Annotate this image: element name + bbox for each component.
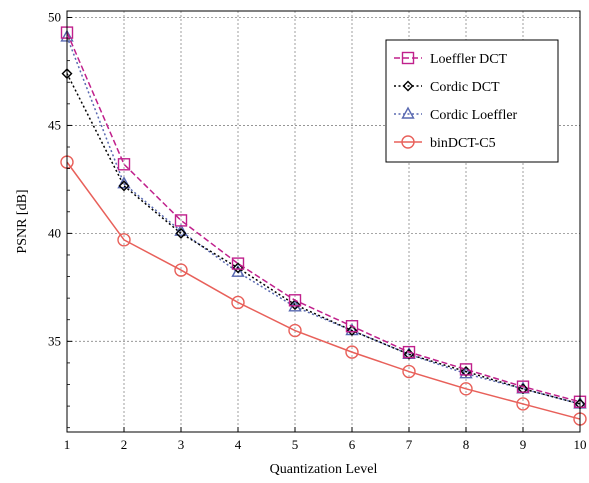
x-tick-label: 5 <box>292 437 299 452</box>
data-point <box>346 325 358 337</box>
data-point <box>231 295 245 310</box>
x-tick-label: 6 <box>349 437 356 452</box>
data-point <box>345 320 359 333</box>
legend-marker <box>401 106 415 119</box>
series-line <box>66 161 581 420</box>
legend-label: Cordic Loeffler <box>430 108 518 123</box>
legend-marker <box>401 135 415 149</box>
series-line <box>66 73 581 405</box>
series-loeffler-dct <box>60 26 587 408</box>
data-point <box>345 345 359 359</box>
data-point <box>174 263 188 277</box>
data-point <box>231 264 245 277</box>
legend-entry: Cordic DCT <box>394 80 500 95</box>
data-point <box>231 257 245 270</box>
data-point <box>174 223 188 236</box>
legend-label: Loeffler DCT <box>430 52 508 67</box>
data-point <box>117 176 131 189</box>
y-tick-label: 40 <box>48 225 61 240</box>
data-point <box>516 397 530 411</box>
x-axis-label: Quantization Level <box>270 462 378 477</box>
data-point <box>288 323 302 338</box>
x-tick-label: 7 <box>406 437 413 452</box>
data-point <box>174 214 188 227</box>
x-tick-label: 8 <box>463 437 470 452</box>
legend-label: Cordic DCT <box>430 80 500 95</box>
legend-marker <box>402 80 414 92</box>
series-line <box>66 32 581 403</box>
data-point <box>517 383 529 395</box>
y-tick-label: 45 <box>48 117 61 132</box>
y-tick-label: 35 <box>48 333 61 348</box>
x-tick-label: 4 <box>235 437 242 452</box>
x-tick-label: 3 <box>178 437 185 452</box>
data-point <box>289 299 301 311</box>
plot-frame <box>66 10 581 433</box>
y-tick-label: 50 <box>48 9 61 24</box>
data-point <box>516 380 530 393</box>
x-tick-label: 2 <box>121 437 128 452</box>
data-point <box>117 158 131 171</box>
series-line <box>66 36 581 405</box>
data-point <box>459 363 473 376</box>
data-point <box>459 382 473 396</box>
data-point <box>117 233 131 247</box>
legend-marker <box>401 51 415 65</box>
data-point <box>118 180 130 192</box>
legend-entry: binDCT-C5 <box>394 135 496 151</box>
data-point <box>288 294 302 307</box>
legend-label: binDCT-C5 <box>430 136 496 151</box>
data-point <box>402 364 416 379</box>
y-axis-label: PSNR [dB] <box>15 189 30 253</box>
data-point <box>402 345 416 359</box>
legend-entry: Cordic Loeffler <box>394 106 518 123</box>
legend-entry: Loeffler DCT <box>394 51 508 67</box>
x-tick-label: 9 <box>520 437 527 452</box>
x-tick-label: 10 <box>574 437 587 452</box>
data-point <box>175 227 187 239</box>
x-tick-label: 1 <box>64 437 71 452</box>
legend: Loeffler DCT Cordic DCT Cordic Loeffler bin… <box>385 39 559 163</box>
series-bindct-c5 <box>60 155 587 426</box>
